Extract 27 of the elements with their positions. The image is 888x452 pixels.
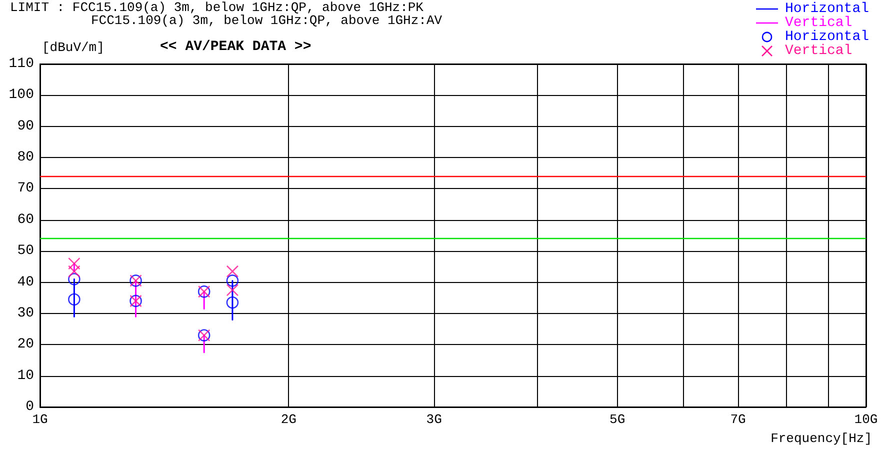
- y-tick-label: 40: [17, 274, 34, 290]
- y-tick-label: 90: [17, 118, 34, 134]
- x-tick-label: 10G: [854, 412, 878, 427]
- chart-title: << AV/PEAK DATA >>: [160, 39, 312, 55]
- x-tick-label: 7G: [730, 412, 746, 427]
- x-tick-label: 3G: [426, 412, 442, 427]
- y-tick-label: 0: [26, 399, 34, 415]
- text: FCC15.109(a) 3m, below 1GHz:QP, above 1GHz:AV: [91, 13, 442, 28]
- y-tick-label: 80: [17, 150, 34, 166]
- y-tick-label: 110: [8, 56, 34, 72]
- x-axis-title: Frequency[Hz]: [770, 431, 872, 446]
- legend-label: Vertical: [785, 15, 852, 31]
- y-tick-label: 30: [17, 305, 34, 322]
- x-tick-label: 1G: [32, 412, 48, 427]
- y-tick-label: 20: [17, 336, 34, 353]
- y-tick-label: 10: [17, 368, 34, 384]
- y-tick-label: 50: [17, 243, 34, 260]
- legend-label: Vertical: [785, 43, 852, 59]
- legend-label: Horizontal: [785, 1, 870, 17]
- x-tick-label: 2G: [280, 412, 296, 427]
- legend-label: Horizontal: [785, 29, 870, 45]
- x-tick-label: 5G: [610, 412, 626, 427]
- y-axis-title: [dBuV/m]: [42, 40, 104, 55]
- y-tick-label: 70: [17, 180, 34, 197]
- y-tick-label: 100: [8, 87, 34, 104]
- y-tick-label: 60: [17, 212, 34, 228]
- text: LIMIT : FCC15.109(a) 3m, below 1GHz:QP, above 1GHz:PK: [10, 0, 424, 15]
